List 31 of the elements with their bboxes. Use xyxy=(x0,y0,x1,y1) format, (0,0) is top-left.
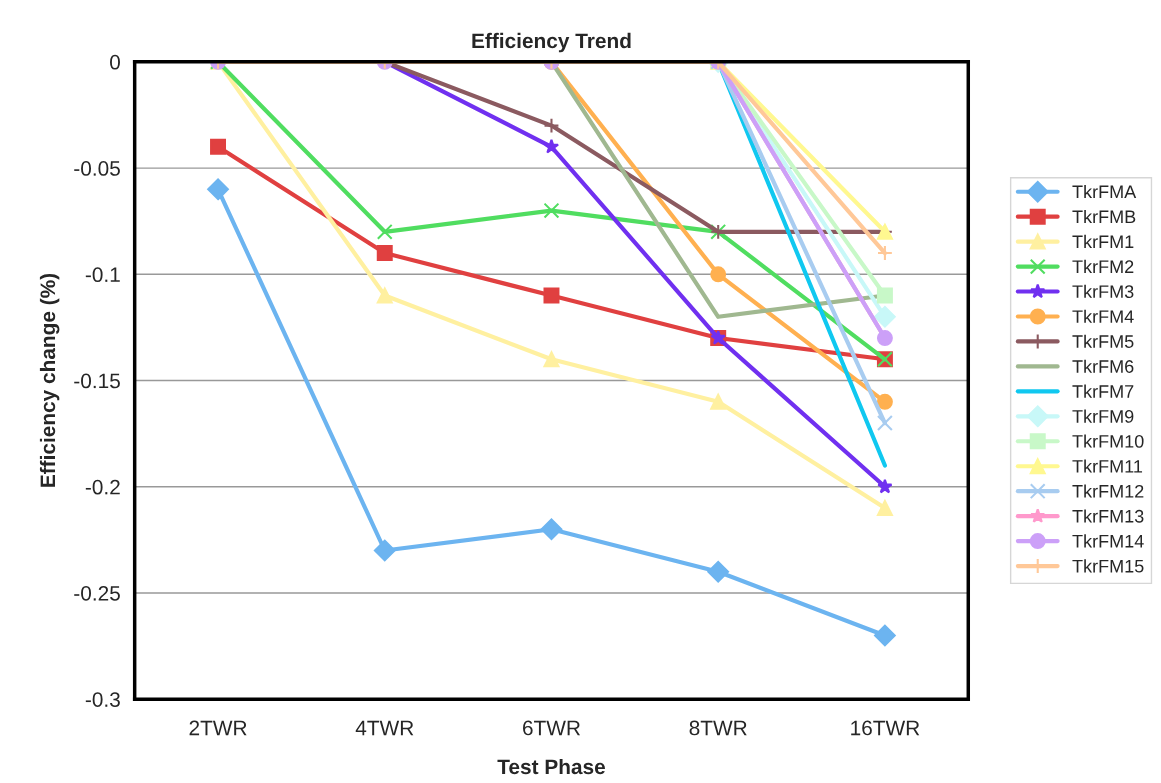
legend-label: TkrFM11 xyxy=(1072,459,1143,473)
y-tick-label: -0.15 xyxy=(74,373,120,389)
legend-label: TkrFM14 xyxy=(1072,534,1144,548)
legend-label: TkrFM15 xyxy=(1072,559,1144,573)
legend-label: TkrFMB xyxy=(1072,209,1136,223)
y-tick-label: -0.2 xyxy=(85,479,120,495)
legend-label: TkrFM3 xyxy=(1072,284,1134,299)
legend-label: TkrFM5 xyxy=(1072,334,1134,348)
legend-label: TkrFM10 xyxy=(1072,434,1144,448)
legend-label: TkrFM12 xyxy=(1072,484,1144,498)
x-tick-label: 2TWR xyxy=(189,720,247,736)
legend-label: TkrFM1 xyxy=(1072,234,1134,248)
legend-label: TkrFMA xyxy=(1072,184,1137,199)
x-tick-label: 16TWR xyxy=(851,720,920,736)
legend-label: TkrFM2 xyxy=(1072,259,1134,273)
y-tick-label: -0.3 xyxy=(85,692,120,707)
y-axis-title: Efficiency change (%) xyxy=(39,273,60,487)
legend-label: TkrFM6 xyxy=(1072,359,1134,373)
chart-title: Efficiency Trend xyxy=(472,32,631,53)
x-tick-label: 6TWR xyxy=(523,720,581,736)
y-tick-label: -0.25 xyxy=(74,585,120,601)
legend-label: TkrFM13 xyxy=(1072,509,1144,523)
x-tick-label: 4TWR xyxy=(355,720,414,736)
y-tick-label: -0.05 xyxy=(74,161,120,176)
x-axis-title: Test Phase xyxy=(497,758,605,775)
x-tick-label: 8TWR xyxy=(689,720,747,736)
y-tick-label: 0 xyxy=(110,54,120,70)
legend-label: TkrFM9 xyxy=(1072,409,1134,423)
legend-label: TkrFM4 xyxy=(1072,309,1134,323)
y-tick-label: -0.1 xyxy=(85,267,120,283)
legend-label: TkrFM7 xyxy=(1072,384,1134,398)
